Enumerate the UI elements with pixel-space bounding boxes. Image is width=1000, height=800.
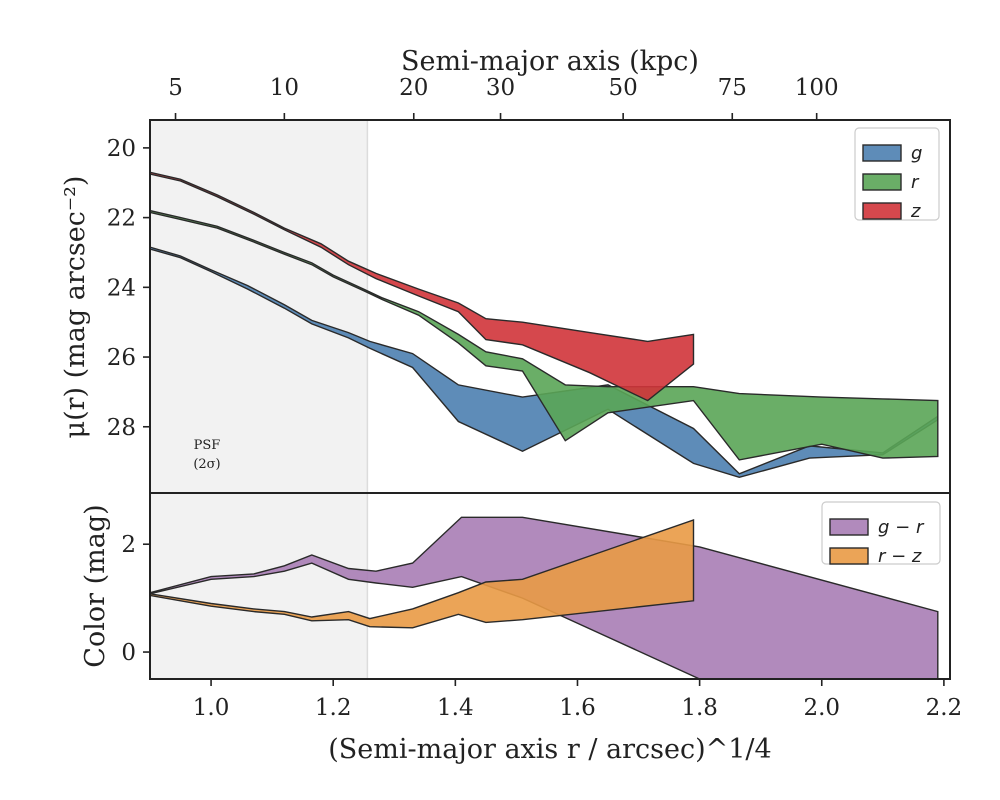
legend-label-g: g xyxy=(911,143,922,164)
y-sb-tick-label: 22 xyxy=(107,206,136,232)
legend-colors: g − r r − z xyxy=(821,501,941,567)
legend-swatch-z xyxy=(862,202,902,220)
y-sb-tick-label: 20 xyxy=(107,136,136,162)
x-tick-label: 1.0 xyxy=(193,695,230,721)
band-r xyxy=(150,209,939,461)
y-axis-title-color: Color (mag) xyxy=(80,504,111,667)
y-sb-tick-label: 24 xyxy=(107,275,136,301)
top-tick-label: 50 xyxy=(609,75,638,101)
x-tick-label: 1.8 xyxy=(681,695,718,721)
top-tick-label: 100 xyxy=(795,75,839,101)
x-tick-label: 1.2 xyxy=(315,695,352,721)
y-axis-title-surface-brightness: μ(r) (mag arcsec⁻²) xyxy=(60,176,91,439)
x-axis-title: (Semi-major axis r / arcsec)^1/4 xyxy=(328,734,771,765)
color-panel: 0 2 1.0 1.2 1.4 1.6 1.8 2.0 2.2 (Semi-major axi… xyxy=(80,493,962,765)
legend-bands: grz xyxy=(854,127,940,222)
legend-swatch-r xyxy=(862,173,902,191)
surface-brightness-panel: 20 22 24 26 28 5 10 20 30 50 75 100 PSF (2σ) Semi-… xyxy=(60,46,940,493)
color-frame xyxy=(149,492,951,680)
legend-label-gr: g − r xyxy=(878,517,925,538)
band-rz xyxy=(150,519,695,629)
psf-label: PSF xyxy=(194,438,221,453)
legend-label-rz: r − z xyxy=(878,546,922,567)
x-tick-label: 1.6 xyxy=(559,695,596,721)
y-sb-tick-label: 28 xyxy=(107,415,136,441)
y-color-tick-label: 0 xyxy=(121,640,136,666)
y-color-tick-label: 2 xyxy=(121,532,136,558)
legend-label-z: z xyxy=(910,201,921,222)
x-tick-label: 1.4 xyxy=(437,695,474,721)
y-sb-tick-label: 26 xyxy=(107,345,136,371)
x-tick-label: 2.0 xyxy=(803,695,840,721)
top-tick-label: 10 xyxy=(270,75,299,101)
psf-label-sub: (2σ) xyxy=(193,457,220,472)
legend-label-r: r xyxy=(911,172,920,193)
psf-shaded-region-color xyxy=(150,493,368,679)
top-x-axis-title: Semi-major axis (kpc) xyxy=(401,46,699,77)
x-tick-label: 2.2 xyxy=(926,695,963,721)
top-tick-label: 75 xyxy=(718,75,747,101)
top-tick-label: 30 xyxy=(486,75,515,101)
top-tick-label: 5 xyxy=(168,75,183,101)
top-tick-label: 20 xyxy=(399,75,428,101)
psf-shaded-region xyxy=(150,120,368,493)
legend-swatch-gr xyxy=(829,518,869,536)
band-z xyxy=(150,171,695,402)
legend-swatch-g xyxy=(862,144,902,162)
legend-swatch-rz xyxy=(829,547,869,565)
